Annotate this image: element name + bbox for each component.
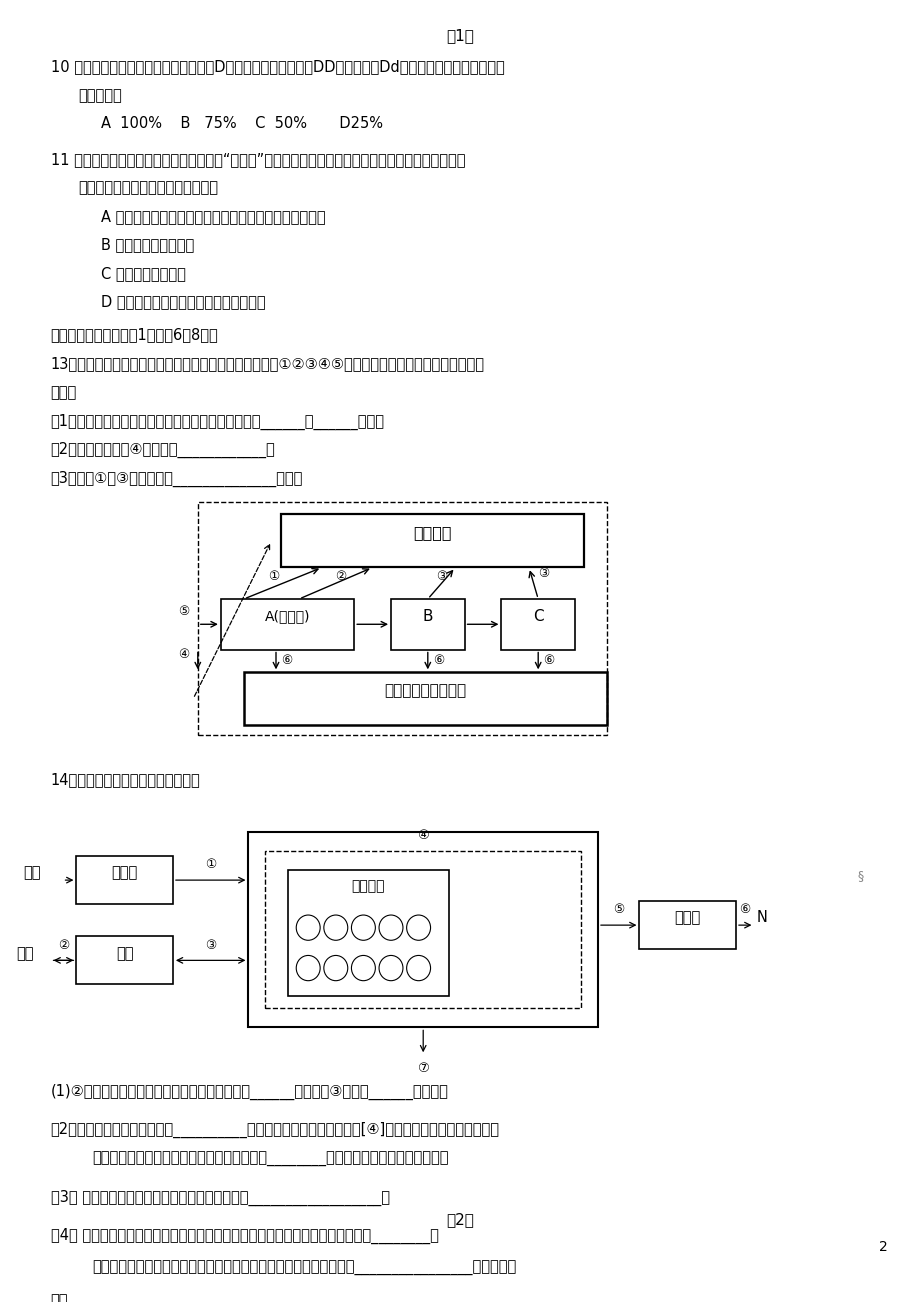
FancyBboxPatch shape bbox=[76, 857, 173, 904]
Ellipse shape bbox=[323, 956, 347, 980]
FancyBboxPatch shape bbox=[391, 599, 464, 650]
Text: ⑤: ⑤ bbox=[178, 605, 189, 618]
FancyBboxPatch shape bbox=[248, 832, 597, 1027]
Text: ①: ① bbox=[267, 570, 279, 583]
Text: (1)②表示肺泡与外界的气体交换，该过程是通过______实现的；③是通过______实现的。: (1)②表示肺泡与外界的气体交换，该过程是通过______实现的；③是通过___… bbox=[51, 1085, 448, 1100]
Ellipse shape bbox=[379, 915, 403, 940]
Text: 13、如图表示某生态系统中的物质循环的过程，图中标号①②③④⑤分别表示生物的各种生理过程请分析: 13、如图表示某生态系统中的物质循环的过程，图中标号①②③④⑤分别表示生物的各种… bbox=[51, 357, 484, 371]
Text: ③: ③ bbox=[436, 570, 447, 583]
Text: ⑦: ⑦ bbox=[417, 1061, 428, 1074]
Ellipse shape bbox=[296, 956, 320, 980]
Text: C: C bbox=[532, 609, 543, 624]
Text: A 能抗抗抗生素的细菌存活了下来，造成抗药性不断增强: A 能抗抗抗生素的细菌存活了下来，造成抗药性不断增强 bbox=[101, 208, 325, 224]
Text: B: B bbox=[422, 609, 433, 624]
Ellipse shape bbox=[406, 915, 430, 940]
Text: 二、非选择题（每个空1分，共6共8分）: 二、非选择题（每个空1分，共6共8分） bbox=[51, 327, 218, 341]
Text: ④: ④ bbox=[417, 829, 428, 842]
Text: 疗。: 疗。 bbox=[51, 1293, 68, 1302]
Text: ②: ② bbox=[335, 570, 346, 583]
FancyBboxPatch shape bbox=[76, 936, 173, 984]
Text: 肆单位: 肆单位 bbox=[674, 910, 700, 926]
Text: 2: 2 bbox=[878, 1240, 887, 1254]
Text: ①: ① bbox=[205, 858, 216, 871]
Ellipse shape bbox=[296, 915, 320, 940]
FancyBboxPatch shape bbox=[639, 901, 735, 949]
Text: 作答。: 作答。 bbox=[51, 385, 77, 400]
Text: （3）过程①和③和指生物的______________作用。: （3）过程①和③和指生物的______________作用。 bbox=[51, 470, 302, 487]
Text: A(生产者): A(生产者) bbox=[265, 609, 310, 624]
FancyBboxPatch shape bbox=[221, 599, 354, 650]
Ellipse shape bbox=[406, 956, 430, 980]
Text: （4） 若某人的尿液出现了部分蛋白质和较多的红细胞，则说明发生病变的部位是________；: （4） 若某人的尿液出现了部分蛋白质和较多的红细胞，则说明发生病变的部位是___… bbox=[51, 1228, 438, 1245]
Text: 生物的遗体和排泤物: 生物的遗体和排泤物 bbox=[384, 684, 466, 698]
Text: C 抗生素过期失效了: C 抗生素过期失效了 bbox=[101, 266, 186, 281]
Text: 第1页: 第1页 bbox=[446, 27, 473, 43]
Text: （3） 人体内消耗氧和产生二氧化碳的部位是图中__________________。: （3） 人体内消耗氧和产生二氧化碳的部位是图中_________________… bbox=[51, 1190, 389, 1207]
Text: A  100%    B   75%    C  50%       D25%: A 100% B 75% C 50% D25% bbox=[101, 116, 383, 132]
Text: 物学知识推测，它是怎样产生的呢？: 物学知识推测，它是怎样产生的呢？ bbox=[78, 180, 218, 195]
Ellipse shape bbox=[351, 915, 375, 940]
Text: ②: ② bbox=[58, 939, 69, 952]
Text: N: N bbox=[755, 910, 766, 926]
Text: ④: ④ bbox=[178, 648, 189, 661]
Ellipse shape bbox=[379, 956, 403, 980]
Text: 皮的概率是: 皮的概率是 bbox=[78, 87, 122, 103]
Text: D 抗生素造成细菌变异，使它产生抗药性: D 抗生素造成细菌变异，使它产生抗药性 bbox=[101, 294, 266, 309]
Text: 二氧化碳: 二氧化碳 bbox=[413, 526, 451, 540]
FancyBboxPatch shape bbox=[288, 870, 448, 996]
FancyBboxPatch shape bbox=[280, 514, 584, 568]
Text: 10 人类的双眼皮是由显性基因控制的（D），一个家庭，父亲（DD），母亲（Dd），那么他们的儿子是双眼: 10 人类的双眼皮是由显性基因控制的（D），一个家庭，父亲（DD），母亲（Dd）… bbox=[51, 60, 504, 74]
Text: ⑤: ⑤ bbox=[612, 904, 624, 917]
Text: ⑥: ⑥ bbox=[543, 655, 554, 668]
Ellipse shape bbox=[323, 915, 347, 940]
Text: ⑥: ⑥ bbox=[433, 655, 444, 668]
Text: （1）流经这个生态系统的物质和能量都来自于图中的______的______作用。: （1）流经这个生态系统的物质和能量都来自于图中的______的______作用。 bbox=[51, 414, 384, 430]
Text: 14、观察下图，分析回答下列问题：: 14、观察下图，分析回答下列问题： bbox=[51, 772, 200, 786]
Text: （2）血液中运输氧的血细胞是__________，氧气由这种血细胞携带经过[④]过程运输到身体各部分，再经: （2）血液中运输氧的血细胞是__________，氧气由这种血细胞携带经过[④]… bbox=[51, 1122, 499, 1138]
Text: ⑥: ⑥ bbox=[281, 655, 292, 668]
Text: 消化道: 消化道 bbox=[111, 866, 138, 880]
Text: 11 最近，世界上出现了一种新的超级细菌“新德里”，它对所有的抗生素都有抗药性，那么，我们根据生: 11 最近，世界上出现了一种新的超级细菌“新德里”，它对所有的抗生素都有抗药性，… bbox=[51, 151, 465, 167]
FancyBboxPatch shape bbox=[244, 672, 607, 725]
Text: 若此人尿液中经常出现葡萄糖，则此人有可能患有糖尿病，一般采用________________的方法来治: 若此人尿液中经常出现葡萄糖，则此人有可能患有糖尿病，一般采用__________… bbox=[92, 1260, 516, 1276]
FancyBboxPatch shape bbox=[501, 599, 574, 650]
Text: B 细菌的适应力特别强: B 细菌的适应力特别强 bbox=[101, 237, 194, 253]
Text: ③: ③ bbox=[538, 568, 549, 581]
Text: §: § bbox=[857, 870, 862, 883]
Text: ③: ③ bbox=[205, 939, 216, 952]
Text: 过气体交换进入组织细胞内，供组织细胞进行________作用，分解有机物，释放能量。: 过气体交换进入组织细胞内，供组织细胞进行________作用，分解有机物，释放能… bbox=[92, 1152, 448, 1167]
Text: 气体: 气体 bbox=[17, 945, 34, 961]
Text: 组织细胞: 组织细胞 bbox=[351, 880, 385, 893]
Text: 食物: 食物 bbox=[23, 866, 40, 880]
Text: 第2页: 第2页 bbox=[446, 1212, 473, 1228]
Ellipse shape bbox=[351, 956, 375, 980]
Text: ⑥: ⑥ bbox=[739, 904, 750, 917]
Text: （2）完成生理过程④的生物是____________。: （2）完成生理过程④的生物是____________。 bbox=[51, 443, 275, 458]
Text: 肺泡: 肺泡 bbox=[116, 945, 133, 961]
